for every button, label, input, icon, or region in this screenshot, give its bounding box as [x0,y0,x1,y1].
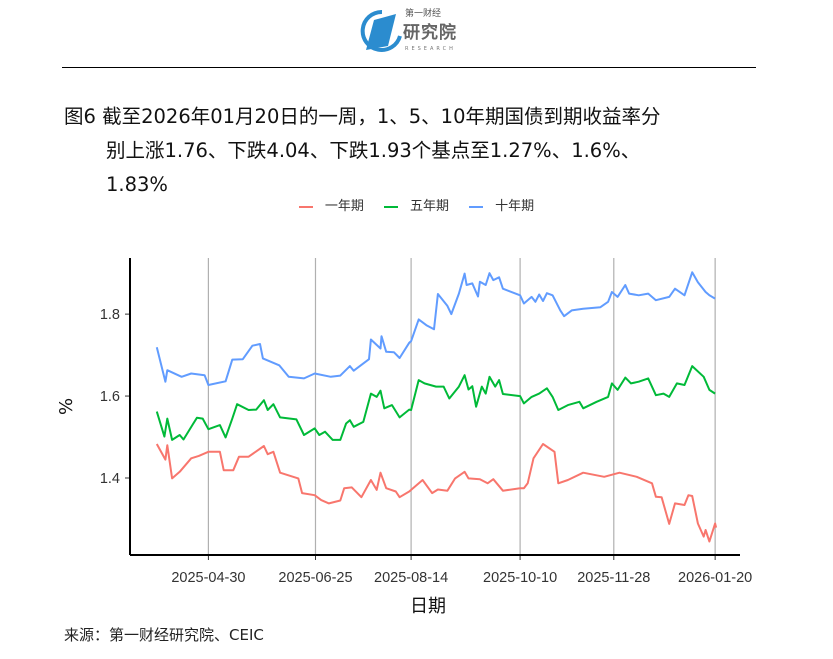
y-tick-label: 1.4 [100,471,120,487]
legend-item-10y: 十年期 [469,195,534,214]
title-line-1: 图6 截至2026年01月20日的一周，1、5、10年期国债到期收益率分 [64,105,661,128]
series-line-1y [155,443,718,543]
y-tick-label: 1.6 [100,389,120,405]
logo-line3: RESEARCH [405,46,456,52]
x-tick-label: 2025-04-30 [171,570,245,586]
legend-swatch [383,205,398,208]
legend-label: 五年期 [409,199,449,214]
series-line-5y [155,365,716,441]
logo: 第一财经 研究院 RESEARCH [360,8,470,58]
x-tick-label: 2025-11-28 [577,570,650,586]
legend-swatch [298,205,313,208]
logo-emblem-icon [360,9,402,52]
x-tick-label: 2025-10-10 [483,570,557,586]
legend-label: 十年期 [495,199,535,214]
figure-title: 图6 截至2026年01月20日的一周，1、5、10年期国债到期收益率分 别上涨… [64,100,774,202]
legend-item-1y: 一年期 [298,195,364,214]
x-axis-label: 日期 [410,596,446,617]
x-tick-label: 2026-01-20 [678,570,752,586]
series-line-10y [155,271,716,386]
legend-item-5y: 五年期 [383,195,449,214]
source-note: 来源：第一财经研究院、CEIC [64,626,264,644]
title-line-2: 别上涨1.76、下跌4.04、下跌1.93个基点至1.27%、1.6%、 [106,139,641,162]
x-tick-label: 2025-06-25 [278,570,352,586]
y-axis-label: % [56,397,78,416]
legend-label: 一年期 [324,199,364,214]
logo-line2: 研究院 [403,23,457,43]
title-line-3: 1.83% [106,173,168,196]
x-tick-label: 2025-08-14 [374,570,448,586]
header-divider [62,67,756,68]
chart-legend: 一年期 五年期 十年期 [0,195,833,214]
logo-line1: 第一财经 [405,9,442,19]
legend-swatch [469,205,484,208]
y-tick-label: 1.8 [100,307,120,323]
